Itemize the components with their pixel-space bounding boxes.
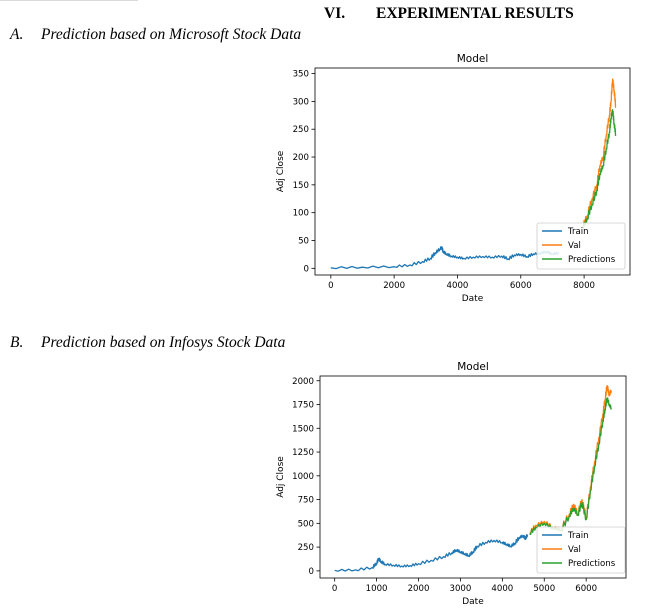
subsection-a-letter: A.	[10, 26, 24, 43]
x-tick-label: 4000	[491, 584, 513, 594]
y-tick-label: 50	[298, 237, 309, 247]
y-tick-label: 0	[304, 264, 309, 274]
x-tick-label: 8000	[573, 281, 595, 291]
subsection-b-letter: B.	[10, 334, 24, 351]
y-tick-label: 250	[293, 125, 309, 135]
y-tick-label: 1750	[292, 401, 314, 411]
legend-label-val: Val	[568, 241, 581, 251]
x-tick-label: 2000	[408, 584, 430, 594]
section-title: EXPERIMENTAL RESULTS	[376, 5, 574, 22]
section-number: VI.	[324, 5, 346, 22]
legend-box	[536, 222, 626, 270]
legend-box	[536, 526, 626, 574]
top-divider	[0, 0, 138, 1]
x-tick-label: 0	[332, 584, 337, 594]
y-tick-label: 500	[298, 519, 314, 529]
legend-label-predictions: Predictions	[568, 559, 616, 569]
y-tick-label: 200	[293, 153, 309, 163]
y-tick-label: 150	[293, 181, 309, 191]
series-line-train	[334, 533, 529, 572]
x-tick-label: 6000	[510, 281, 532, 291]
y-tick-label: 300	[293, 97, 309, 107]
x-tick-label: 3000	[449, 584, 471, 594]
series-line-train	[330, 246, 560, 270]
x-tick-label: 4000	[447, 281, 469, 291]
series-line-val	[582, 78, 617, 228]
section-heading: VI. EXPERIMENTAL RESULTS	[0, 5, 662, 27]
subsection-b-title: Prediction based on Infosys Stock Data	[41, 334, 286, 351]
y-tick-label: 1250	[292, 448, 314, 458]
chart-title: Model	[457, 361, 489, 373]
y-tick-label: 350	[293, 70, 309, 80]
plot-frame	[319, 375, 627, 579]
chart-title: Model	[457, 53, 489, 65]
subsection-a-title: Prediction based on Microsoft Stock Data	[41, 26, 302, 43]
y-tick-label: 250	[298, 543, 314, 553]
y-tick-label: 750	[298, 496, 314, 506]
x-tick-label: 5000	[533, 584, 555, 594]
x-tick-label: 0	[328, 281, 333, 291]
x-tick-label: 6000	[575, 584, 597, 594]
y-axis-label: Adj Close	[276, 150, 286, 192]
y-axis-label: Adj Close	[276, 456, 286, 498]
legend-label-train: Train	[567, 531, 589, 541]
plot-frame	[314, 67, 631, 276]
series-line-predictions	[529, 397, 612, 536]
series-line-predictions	[582, 109, 617, 230]
y-tick-label: 2000	[292, 377, 314, 387]
x-axis-label: Date	[462, 294, 484, 304]
legend-label-val: Val	[568, 545, 581, 555]
y-tick-label: 0	[309, 567, 314, 577]
y-tick-label: 1000	[292, 472, 314, 482]
y-tick-label: 100	[293, 209, 309, 219]
y-tick-label: 1500	[292, 424, 314, 434]
legend-label-predictions: Predictions	[568, 255, 616, 265]
legend-label-train: Train	[567, 227, 589, 237]
x-axis-label: Date	[462, 597, 484, 607]
x-tick-label: 1000	[366, 584, 388, 594]
x-tick-label: 2000	[383, 281, 405, 291]
